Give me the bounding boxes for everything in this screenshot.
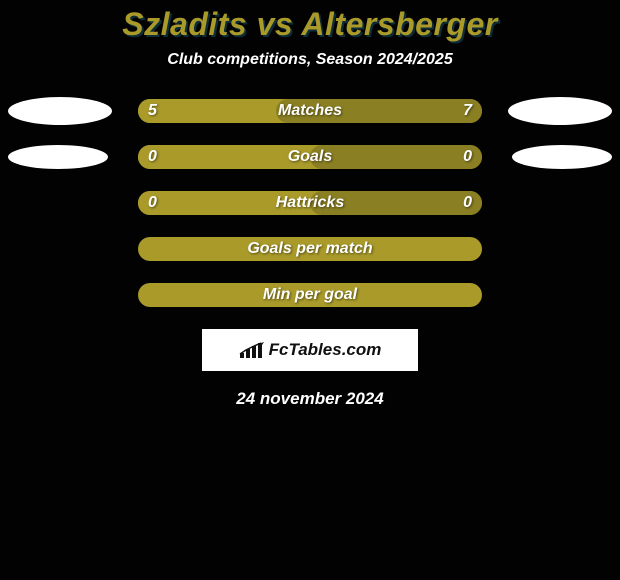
stat-bar-right [276,99,482,123]
stat-row: Matches57 [0,99,620,123]
stat-row: Hattricks00 [0,191,620,215]
barchart-icon [239,341,265,359]
logo-box: FcTables.com [202,329,418,371]
comparison-infographic: Szladits vs Altersberger Club competitio… [0,0,620,580]
right-ellipse [508,97,612,125]
logo-text: FcTables.com [269,340,382,360]
stat-bar-track [138,283,482,307]
stat-row: Goals per match [0,237,620,261]
stat-row: Goals00 [0,145,620,169]
right-ellipse [512,145,612,169]
stat-rows: Matches57 Goals00 Hattricks00 Goals per mat… [0,99,620,307]
stat-bar-track [138,237,482,261]
stat-bar-left [138,99,276,123]
subtitle: Club competitions, Season 2024/2025 [0,51,620,69]
stat-row: Min per goal [0,283,620,307]
stat-bar-right [310,145,482,169]
left-ellipse [8,97,112,125]
stat-bar-left [138,191,310,215]
left-ellipse [8,145,108,169]
stat-bar-left [138,145,310,169]
stat-bar-right [310,191,482,215]
page-title: Szladits vs Altersberger [0,0,620,43]
date-line: 24 november 2024 [0,389,620,409]
